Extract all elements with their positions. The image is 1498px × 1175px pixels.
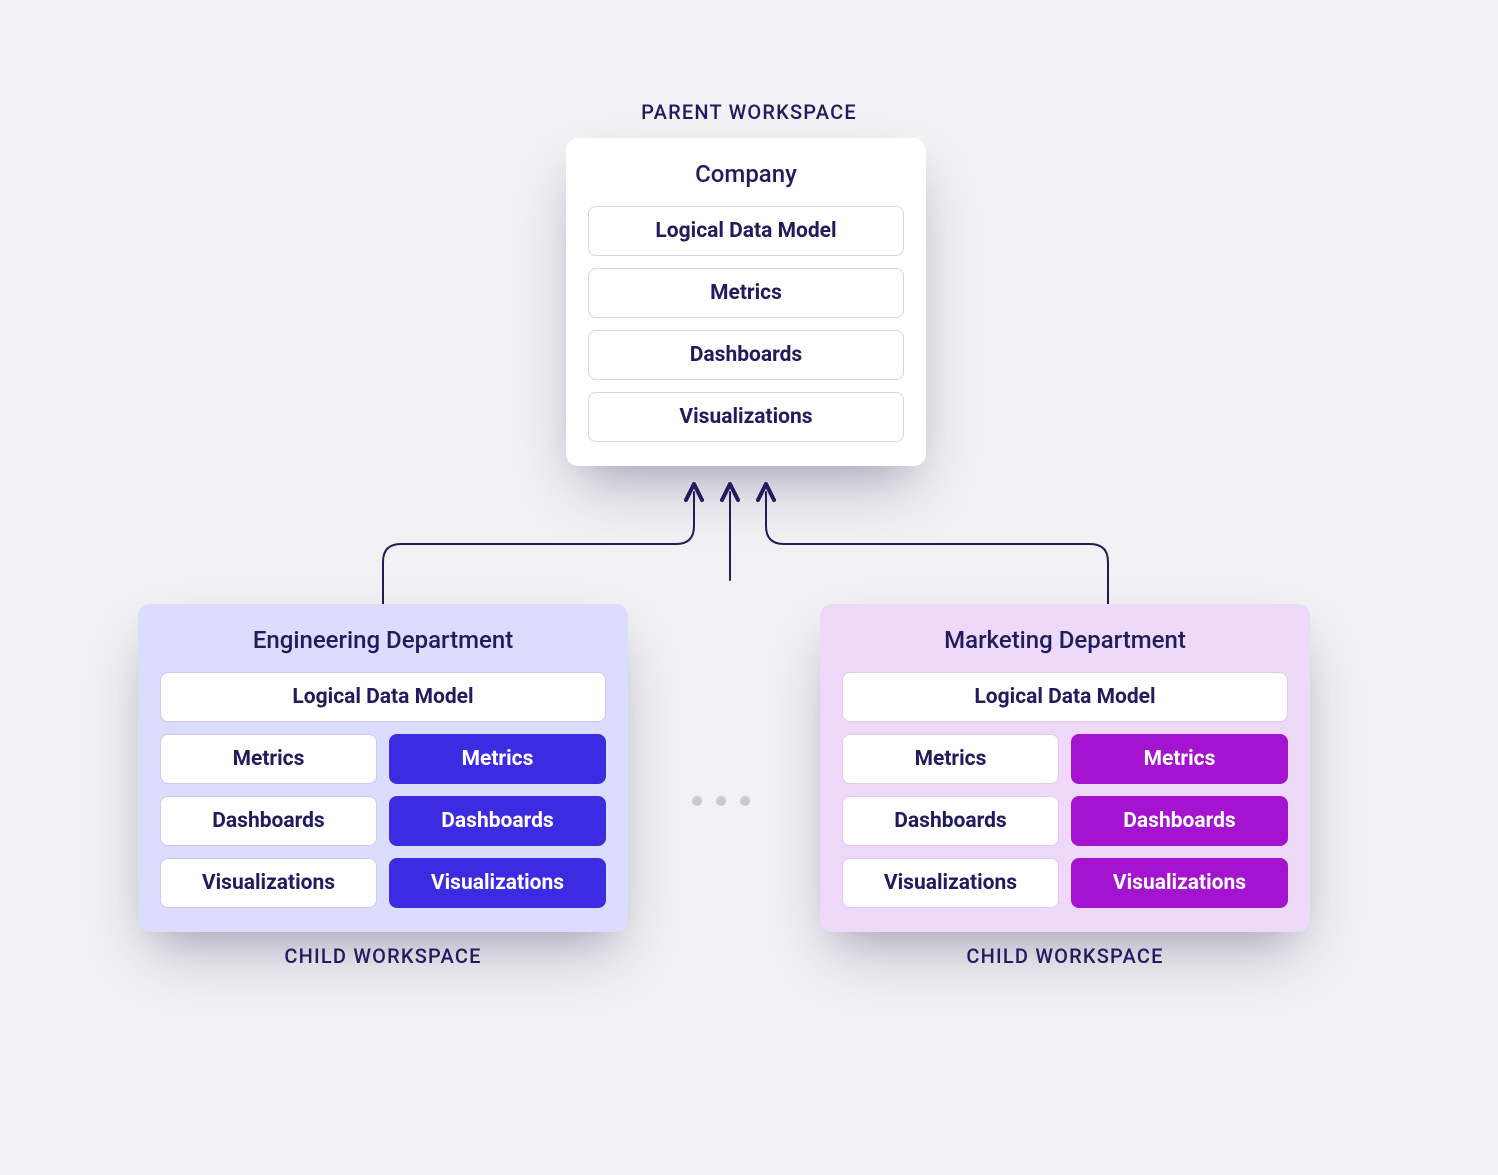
connector-path	[766, 492, 1108, 604]
child-item-pill: Logical Data Model	[160, 672, 606, 722]
child-item-pill: Metrics	[160, 734, 377, 784]
parent-item-pill: Visualizations	[588, 392, 904, 442]
parent-card-title: Company	[588, 160, 904, 188]
child-item-pill-accent: Metrics	[389, 734, 606, 784]
child-item-pill: Metrics	[842, 734, 1059, 784]
child-item-pill: Dashboards	[160, 796, 377, 846]
connector-path	[383, 492, 694, 604]
parent-workspace-card: Company Logical Data Model Metrics Dashboa…	[566, 138, 926, 466]
ellipsis-dot	[740, 796, 750, 806]
child-workspace-card-left: Engineering Department Logical Data Model…	[138, 604, 628, 932]
ellipsis-icon	[692, 796, 750, 806]
child-item-pill: Logical Data Model	[842, 672, 1288, 722]
child-item-pill-accent: Visualizations	[1071, 858, 1288, 908]
child-section-label-left: CHILD WORKSPACE	[138, 944, 628, 968]
child-workspace-card-right: Marketing Department Logical Data Model Me…	[820, 604, 1310, 932]
child-item-pill-accent: Dashboards	[389, 796, 606, 846]
child-item-pill-accent: Dashboards	[1071, 796, 1288, 846]
parent-item-pill: Metrics	[588, 268, 904, 318]
ellipsis-dot	[716, 796, 726, 806]
child-item-pill: Dashboards	[842, 796, 1059, 846]
diagram-canvas: PARENT WORKSPACE Company Logical Data Mo…	[0, 0, 1498, 1175]
parent-item-pill: Dashboards	[588, 330, 904, 380]
parent-section-label: PARENT WORKSPACE	[0, 100, 1498, 124]
child-item-pill: Visualizations	[842, 858, 1059, 908]
child-card-title: Engineering Department	[160, 626, 606, 654]
child-item-pill-accent: Metrics	[1071, 734, 1288, 784]
child-item-pill: Visualizations	[160, 858, 377, 908]
child-item-pill-accent: Visualizations	[389, 858, 606, 908]
ellipsis-dot	[692, 796, 702, 806]
child-card-title: Marketing Department	[842, 626, 1288, 654]
child-section-label-right: CHILD WORKSPACE	[820, 944, 1310, 968]
parent-item-pill: Logical Data Model	[588, 206, 904, 256]
